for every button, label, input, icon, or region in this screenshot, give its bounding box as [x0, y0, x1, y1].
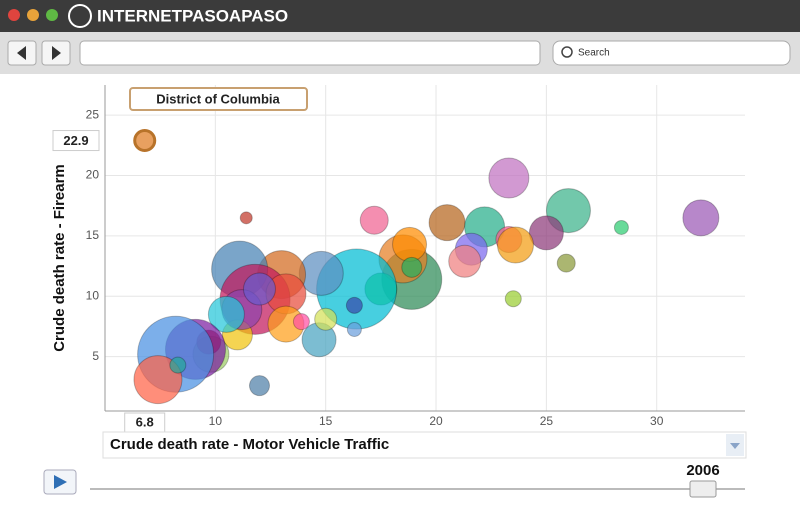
bubble: [133, 355, 183, 405]
minimize-button[interactable]: [27, 9, 39, 21]
play-icon: [54, 475, 67, 489]
y-axis-label: Crude death rate - Firearm: [51, 164, 68, 352]
bubble: [504, 290, 522, 308]
bubble: [448, 244, 482, 278]
bubble: [613, 219, 629, 235]
bubble: [239, 211, 253, 225]
forward-icon: [52, 46, 61, 60]
annotation-box: [129, 87, 308, 111]
x-highlight-label: 6.8: [136, 414, 154, 429]
bubble: [346, 322, 362, 337]
search-field[interactable]: [552, 40, 791, 66]
x-axis-label: Crude death rate - Motor Vehicle Traffic: [110, 436, 389, 453]
bubble: [556, 253, 576, 273]
bubble: [345, 296, 363, 314]
x-tick-label: 25: [540, 414, 554, 428]
annotation: District of Columbia: [156, 91, 280, 106]
y-tick-label: 20: [86, 168, 100, 182]
year-label: 2006: [686, 462, 719, 479]
x-axis-selector[interactable]: [102, 431, 747, 459]
y-highlight-box: [52, 130, 100, 152]
slider-thumb[interactable]: [689, 480, 717, 498]
x-tick-label: 20: [429, 414, 443, 428]
maximize-button[interactable]: [46, 9, 58, 21]
bubble: [428, 204, 466, 242]
y-tick-label: 25: [86, 107, 100, 121]
back-icon: [17, 46, 26, 60]
title-bar: [0, 0, 800, 32]
x-tick-label: 15: [319, 414, 333, 428]
bubble: [248, 375, 270, 397]
y-tick-label: 5: [92, 349, 99, 363]
bubble: [359, 205, 389, 235]
bubble: [292, 313, 310, 331]
bubble: [496, 226, 534, 264]
y-tick-label: 15: [86, 228, 100, 242]
bubble: [207, 295, 245, 333]
search-icon: [561, 46, 573, 58]
logo-icon: [68, 4, 92, 28]
bubble: [133, 129, 157, 153]
x-tick-label: 30: [650, 414, 664, 428]
site-logo: INTERNETPASOAPASO: [97, 6, 288, 25]
bubble: [488, 157, 530, 199]
bubble: [314, 307, 338, 331]
y-tick-label: 10: [86, 288, 100, 302]
bubble: [392, 226, 428, 262]
bubble: [169, 356, 187, 374]
bubble: [242, 272, 276, 306]
search-placeholder: Search: [578, 48, 610, 59]
plot-area: 10 15 20 25 30 5 10 15 20 25 6.8 22.9 District of Co…: [52, 85, 745, 433]
dropdown-arrow: [730, 443, 740, 449]
bubble: [401, 256, 423, 278]
y-highlight-label: 22.9: [63, 133, 88, 148]
bubble: [682, 199, 720, 237]
bubble: [528, 215, 564, 251]
close-button[interactable]: [8, 9, 20, 21]
url-field[interactable]: [79, 40, 541, 66]
x-tick-label: 10: [209, 414, 223, 428]
